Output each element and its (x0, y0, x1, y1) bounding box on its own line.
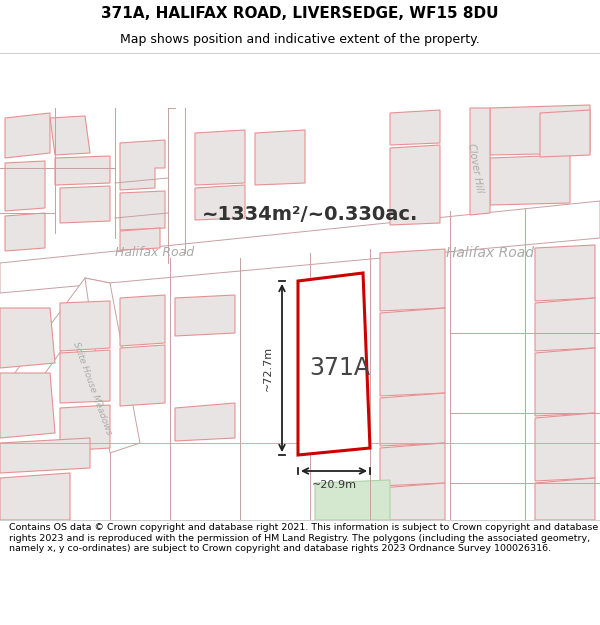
Polygon shape (535, 478, 595, 520)
Polygon shape (380, 393, 445, 446)
Polygon shape (175, 403, 235, 441)
Polygon shape (195, 185, 245, 220)
Polygon shape (0, 308, 55, 368)
Polygon shape (535, 348, 595, 416)
Polygon shape (380, 249, 445, 311)
Text: 371A, HALIFAX ROAD, LIVERSEDGE, WF15 8DU: 371A, HALIFAX ROAD, LIVERSEDGE, WF15 8DU (101, 6, 499, 21)
Polygon shape (175, 295, 235, 336)
Polygon shape (380, 483, 445, 520)
Polygon shape (298, 273, 370, 455)
Polygon shape (60, 350, 110, 403)
Text: Halifax Road: Halifax Road (446, 246, 534, 260)
Polygon shape (60, 301, 110, 351)
Text: 371A: 371A (310, 356, 371, 380)
Polygon shape (60, 186, 110, 223)
Polygon shape (0, 201, 600, 293)
Text: Clover Hill: Clover Hill (466, 142, 484, 194)
Polygon shape (540, 110, 590, 157)
Polygon shape (85, 278, 140, 453)
Polygon shape (60, 405, 110, 451)
Polygon shape (5, 213, 45, 251)
Text: ~20.9m: ~20.9m (311, 480, 356, 490)
Text: Halifax Road: Halifax Road (115, 246, 194, 259)
Text: Scite House Meadows: Scite House Meadows (71, 340, 113, 436)
Polygon shape (390, 110, 440, 145)
Polygon shape (535, 413, 595, 481)
Polygon shape (5, 161, 45, 211)
Polygon shape (380, 443, 445, 486)
Polygon shape (55, 156, 110, 185)
Polygon shape (0, 278, 110, 408)
Polygon shape (195, 130, 245, 185)
Polygon shape (490, 155, 570, 205)
Polygon shape (120, 228, 160, 250)
Polygon shape (535, 245, 595, 301)
Polygon shape (315, 480, 390, 520)
Text: ~72.7m: ~72.7m (263, 346, 273, 391)
Polygon shape (120, 295, 165, 346)
Polygon shape (120, 140, 165, 190)
Polygon shape (255, 130, 305, 185)
Polygon shape (120, 345, 165, 406)
Polygon shape (0, 373, 55, 438)
Polygon shape (5, 113, 50, 158)
Polygon shape (120, 191, 165, 230)
Polygon shape (380, 308, 445, 396)
Polygon shape (490, 105, 590, 155)
Polygon shape (50, 116, 90, 155)
Polygon shape (0, 473, 70, 520)
Text: Contains OS data © Crown copyright and database right 2021. This information is : Contains OS data © Crown copyright and d… (9, 523, 598, 553)
Text: ~1334m²/~0.330ac.: ~1334m²/~0.330ac. (202, 206, 418, 224)
Polygon shape (390, 145, 440, 225)
Polygon shape (0, 438, 90, 473)
Polygon shape (470, 108, 490, 215)
Polygon shape (535, 298, 595, 351)
Text: Map shows position and indicative extent of the property.: Map shows position and indicative extent… (120, 33, 480, 46)
